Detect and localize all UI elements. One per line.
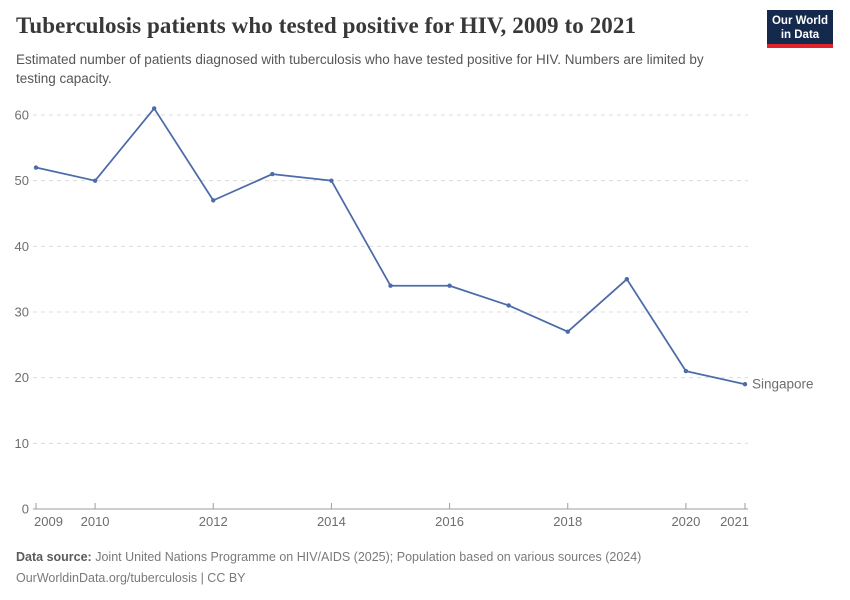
x-tick-label: 2016	[435, 514, 464, 529]
owid-logo-line2: in Data	[780, 29, 820, 41]
data-point	[211, 198, 216, 203]
data-point	[565, 329, 570, 334]
data-point	[506, 303, 511, 308]
owid-logo-line1: Our World	[771, 15, 828, 27]
data-point	[329, 178, 334, 183]
data-point	[447, 283, 452, 288]
y-tick-label: 0	[22, 502, 29, 517]
data-source-line: Data source: Joint United Nations Progra…	[16, 547, 641, 568]
license-line: OurWorldinData.org/tuberculosis | CC BY	[16, 571, 246, 585]
data-source-text: Joint United Nations Programme on HIV/AI…	[95, 550, 642, 564]
line-chart: 0 10 20 30 40 50 60 2009 2010 2012 2014 2016 2018 202…	[15, 106, 814, 529]
y-tick-label: 20	[15, 370, 29, 385]
data-point	[683, 368, 689, 374]
x-tick-label: 2012	[199, 514, 228, 529]
data-point	[270, 171, 275, 177]
x-tick-label: 2020	[671, 514, 700, 529]
y-tick-label: 50	[15, 173, 29, 188]
data-point	[151, 106, 157, 111]
x-tick-label: 2021	[720, 514, 749, 529]
data-point	[388, 283, 393, 288]
chart-footer: Data source: Joint United Nations Progra…	[16, 547, 641, 589]
data-point	[33, 165, 39, 170]
series-end-label: Singapore	[752, 377, 814, 392]
data-point	[92, 178, 98, 183]
y-tick-label: 60	[15, 108, 29, 123]
y-tick-label: 40	[15, 239, 29, 254]
owid-logo-stripe	[767, 44, 833, 48]
x-tick-label: 2014	[317, 514, 346, 529]
y-tick-label: 30	[15, 305, 29, 320]
x-tick-label: 2018	[553, 514, 582, 529]
chart-subtitle: Estimated number of patients diagnosed w…	[16, 52, 704, 86]
owid-logo: Our World in Data	[767, 10, 833, 48]
data-point	[624, 276, 630, 282]
y-tick-label: 10	[15, 436, 29, 451]
data-point	[742, 382, 748, 387]
series-line	[35, 107, 746, 386]
chart-title: Tuberculosis patients who tested positiv…	[16, 13, 637, 38]
x-tick-label: 2009	[34, 514, 63, 529]
data-source-label: Data source:	[16, 550, 92, 564]
x-tick-label: 2010	[81, 514, 110, 529]
